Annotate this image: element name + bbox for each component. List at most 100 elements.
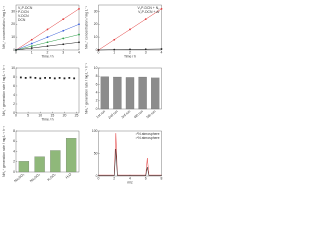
x-tick-label: 20: [63, 113, 67, 117]
y-tick-label: 2: [13, 160, 15, 164]
x-tick-label: 25: [75, 113, 79, 117]
x-tick-label: 0: [15, 113, 17, 117]
y-tick-label: 10: [11, 66, 15, 70]
point: [44, 77, 46, 79]
y-tick-label: 20: [11, 22, 15, 26]
point: [53, 77, 56, 80]
y-tick-label: 0: [96, 48, 98, 52]
y-tick-label: 10: [94, 35, 98, 39]
x-tick-label: 8: [161, 176, 163, 180]
point: [24, 77, 27, 79]
point: [113, 48, 116, 51]
y-tick-label: 50: [94, 151, 98, 155]
bar: [113, 76, 122, 110]
x-tick-label: 5: [27, 113, 29, 117]
x-tick-label: 4: [161, 50, 163, 54]
legend-entry: V-DCN: [18, 14, 29, 18]
y-tick-label: 100: [92, 129, 98, 133]
y-axis-title: NH₄⁺ generation rate / mg L⁻¹ h⁻¹: [2, 64, 6, 116]
y-tick-label: 4: [13, 93, 15, 97]
point: [68, 77, 71, 79]
legend-entry: V₂P-DCN + Ar: [138, 10, 160, 14]
point: [46, 36, 49, 39]
bar: [151, 77, 160, 110]
x-tick-label: 1: [113, 50, 115, 54]
point: [97, 49, 100, 51]
bar: [100, 76, 109, 110]
series-line: [98, 148, 162, 176]
x-tick-label: 6: [145, 176, 147, 180]
y-tick-label: 4: [13, 149, 15, 153]
point: [30, 47, 33, 49]
y-tick-label: 8: [96, 74, 98, 78]
x-axis-title: Time / h: [41, 117, 53, 121]
x-axis-title: Time / h: [124, 54, 136, 58]
point: [78, 41, 80, 44]
y-tick-label: 10: [94, 66, 98, 70]
point: [62, 29, 65, 32]
x-tick-label: 2: [113, 176, 115, 180]
bar: [50, 150, 61, 173]
x-tick-label: 3: [145, 50, 147, 54]
x-axis-title: m/z: [127, 180, 133, 184]
x-tick-label: K₂SO₄: [46, 172, 57, 182]
y-axis-title: NH₄⁺ generation rate / mg L⁻¹ h⁻¹: [2, 125, 6, 177]
y-tick-label: 4: [96, 90, 98, 94]
y-axis-title: NH₄⁺ generation rate / mg L⁻¹ h⁻¹: [84, 62, 88, 114]
bar: [18, 161, 30, 173]
series-line: [98, 133, 162, 176]
point: [30, 38, 33, 41]
y-tick-label: 0: [13, 170, 15, 174]
point: [29, 76, 32, 79]
y-tick-label: 6: [13, 84, 15, 88]
y-tick-label: 6: [13, 139, 15, 143]
y-tick-label: 0: [13, 48, 15, 52]
point: [144, 48, 147, 51]
point: [129, 28, 131, 31]
y-tick-label: 30: [11, 9, 15, 13]
bar: [138, 76, 147, 110]
bar: [65, 138, 77, 173]
x-tick-label: 2: [47, 50, 49, 54]
point: [78, 7, 80, 10]
point: [49, 77, 51, 79]
y-tick-label: 2: [96, 99, 98, 103]
x-axis-title: Time / h: [41, 54, 53, 58]
bar: [125, 77, 135, 110]
point: [62, 18, 65, 21]
point: [39, 77, 42, 80]
x-tick-label: H₂O: [65, 172, 73, 179]
x-tick-label: 0: [15, 50, 17, 54]
legend-entry: V₂P-DCN: [18, 6, 33, 10]
y-tick-label: 0: [96, 174, 98, 178]
y-tick-label: 10: [11, 35, 15, 39]
point: [160, 48, 163, 50]
point: [113, 38, 116, 41]
x-tick-label: 3rd run: [120, 109, 131, 119]
point: [160, 7, 163, 10]
x-tick-label: Na₂SO₃: [13, 172, 25, 183]
x-tick-label: 4: [129, 176, 131, 180]
y-tick-label: 6: [96, 82, 98, 86]
x-tick-label: 4th run: [133, 109, 144, 119]
plot-frame: [15, 67, 80, 114]
bar: [34, 156, 45, 173]
point: [63, 77, 66, 80]
x-tick-label: 2: [129, 50, 131, 54]
legend-entry: ¹⁴N atmosphere: [136, 136, 160, 140]
x-tick-label: 2nd run: [107, 109, 118, 120]
y-tick-label: 0: [96, 107, 98, 111]
page: {"chart_data": [ {"type": "line", "xlabe…: [0, 0, 165, 189]
y-tick-label: 20: [94, 22, 98, 26]
y-tick-label: 8: [13, 129, 15, 133]
y-tick-label: 2: [13, 102, 15, 106]
point: [30, 42, 33, 45]
point: [144, 18, 147, 21]
point: [78, 23, 80, 26]
x-tick-label: 4: [78, 50, 80, 54]
point: [46, 28, 49, 31]
point: [46, 41, 49, 44]
legend-entry: ¹⁵N atmosphere: [136, 132, 160, 136]
point: [73, 77, 76, 80]
